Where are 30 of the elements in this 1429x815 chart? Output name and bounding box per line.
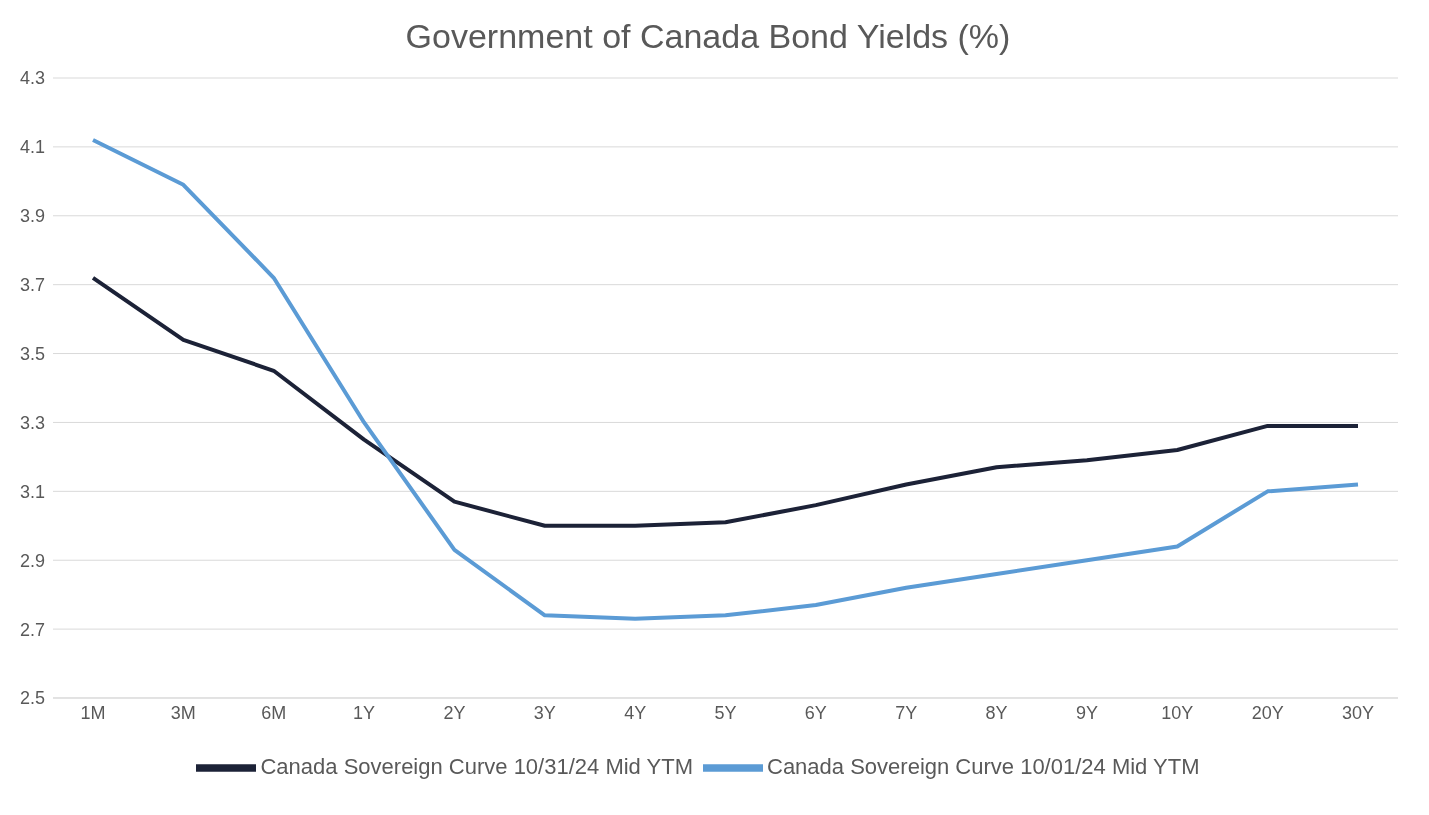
x-tick-label: 20Y — [1251, 702, 1284, 723]
y-tick-label: 3.5 — [19, 343, 45, 364]
x-tick-label: 9Y — [1075, 702, 1098, 723]
x-tick-label: 3M — [170, 702, 196, 723]
legend-label: Canada Sovereign Curve 10/31/24 Mid YTM — [260, 753, 693, 779]
y-tick-label: 2.7 — [19, 619, 45, 640]
y-tick-label: 3.3 — [19, 412, 45, 433]
y-tick-label: 4.3 — [19, 68, 45, 89]
y-tick-label: 3.1 — [19, 481, 45, 502]
x-tick-label: 3Y — [533, 702, 556, 723]
x-tick-label: 5Y — [714, 702, 737, 723]
x-tick-label: 10Y — [1161, 702, 1194, 723]
y-tick-label: 4.1 — [19, 137, 45, 158]
y-tick-label: 2.5 — [19, 688, 45, 709]
x-tick-label: 4Y — [624, 702, 647, 723]
x-tick-label: 7Y — [895, 702, 918, 723]
x-tick-label: 30Y — [1341, 702, 1375, 723]
x-tick-label: 6M — [261, 702, 287, 723]
line-series — [91, 275, 1360, 528]
x-tick-label: 1M — [80, 702, 106, 723]
x-tick-label: 2Y — [443, 702, 466, 723]
y-tick-label: 3.9 — [19, 206, 45, 227]
x-tick-label: 6Y — [804, 702, 827, 723]
x-tick-label: 1Y — [353, 702, 376, 723]
line-series — [91, 138, 1360, 621]
legend-label: Canada Sovereign Curve 10/01/24 Mid YTM — [767, 753, 1200, 779]
chart-title: Government of Canada Bond Yields (%) — [404, 16, 1012, 57]
x-tick-label: 8Y — [985, 702, 1008, 723]
y-tick-label: 2.9 — [19, 550, 45, 571]
y-tick-label: 3.7 — [19, 275, 45, 296]
